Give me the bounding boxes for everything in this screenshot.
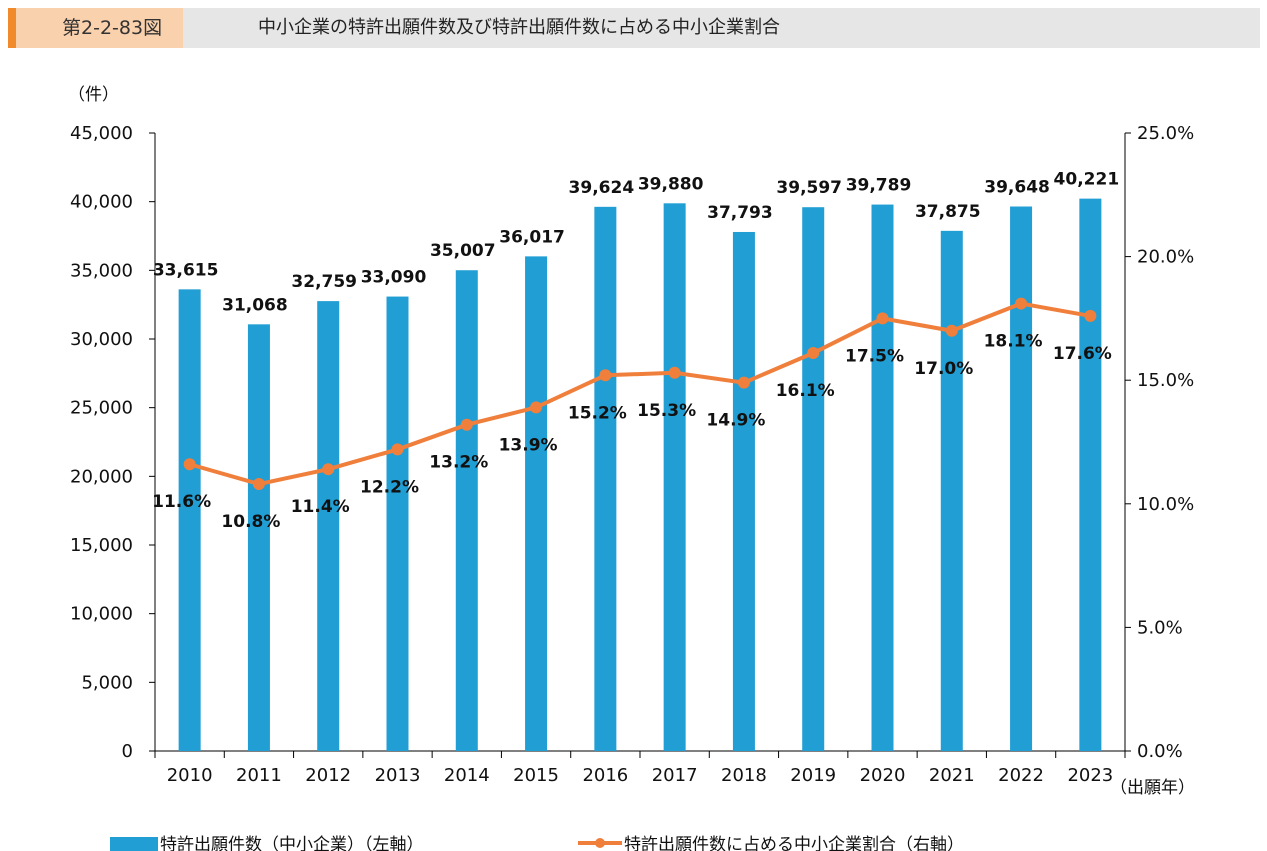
header-accent [8,8,16,48]
line-point [1084,309,1097,322]
figure-number: 第2-2-83図 [16,8,183,48]
left-axis-tick-label: 5,000 [81,672,133,693]
bar-data-label: 37,875 [915,202,981,222]
line-point [183,458,196,471]
x-axis-label: （出願年） [1110,778,1195,798]
line-data-label: 18.1% [984,332,1043,352]
right-axis-tick-label: 10.0% [1137,494,1194,515]
bar-data-label: 31,068 [222,295,288,315]
line-data-label: 17.0% [914,359,973,379]
line-point [391,443,404,456]
left-axis-tick-label: 25,000 [70,398,133,419]
line-data-label: 15.2% [568,403,627,423]
x-axis-tick-label: 2016 [582,765,628,786]
bar-data-label: 39,648 [984,178,1050,198]
left-axis-tick-label: 30,000 [70,329,133,350]
line-point [460,418,473,431]
x-axis-tick-label: 2017 [652,765,698,786]
line-data-label: 17.5% [845,346,904,366]
left-axis-tick-label: 10,000 [70,604,133,625]
bar [940,230,963,752]
right-axis-tick-label: 20.0% [1137,247,1194,268]
bar-data-label: 35,007 [430,241,496,261]
line-point [1015,297,1028,310]
x-axis-tick-label: 2014 [444,765,490,786]
left-axis-tick-label: 45,000 [70,123,133,144]
line-data-label: 13.2% [429,453,488,473]
line-point [530,401,543,414]
x-axis-tick-label: 2019 [790,765,836,786]
right-axis-tick-label: 25.0% [1137,123,1194,144]
line-data-label: 11.4% [291,497,350,517]
line-data-label: 14.9% [706,411,765,431]
bar [871,204,894,752]
bar [178,289,201,751]
x-axis-tick-label: 2012 [305,765,351,786]
left-axis-tick-label: 20,000 [70,466,133,487]
bar [802,207,825,752]
line-point [737,376,750,389]
bar [663,203,686,751]
line-point [322,463,335,476]
bar-data-label: 39,789 [846,176,912,196]
line-data-label: 15.3% [637,401,696,421]
x-axis-tick-label: 2022 [998,765,1044,786]
line-point [807,347,820,360]
bar-data-label: 32,759 [291,272,357,292]
line-point [945,324,958,337]
bar [1079,198,1102,752]
legend-line-label: 特許出願件数に占める中小企業割合（右軸） [624,835,964,851]
bar [525,256,548,751]
line-point [599,369,612,382]
line-data-label: 16.1% [776,381,835,401]
bar-data-label: 39,597 [776,178,842,198]
line-point [668,366,681,379]
x-axis-tick-label: 2023 [1067,765,1113,786]
x-axis-tick-label: 2015 [513,765,559,786]
bar-data-label: 37,793 [707,203,773,223]
left-axis-unit: （件） [68,85,119,105]
bar [317,301,340,751]
line-data-label: 12.2% [360,477,419,497]
left-axis-tick-label: 35,000 [70,260,133,281]
x-axis-tick-label: 2020 [860,765,906,786]
figure-title: 中小企業の特許出願件数及び特許出願件数に占める中小企業割合 [258,17,780,38]
legend-bar-swatch [110,837,158,851]
bar [1010,206,1033,751]
bar [247,324,270,751]
left-axis-tick-label: 15,000 [70,535,133,556]
legend: 特許出願件数（中小企業）（左軸） 特許出願件数に占める中小企業割合（右軸） [110,835,964,851]
x-axis-tick-label: 2013 [375,765,421,786]
line-point [876,312,889,325]
left-axis-tick-label: 40,000 [70,192,133,213]
left-axis-tick-label: 0 [122,741,133,762]
line-data-label: 11.6% [152,492,211,512]
right-axis-tick-label: 5.0% [1137,617,1183,638]
x-axis-tick-label: 2021 [929,765,975,786]
right-axis-tick-label: 0.0% [1137,741,1183,762]
x-axis-tick-label: 2010 [167,765,213,786]
x-axis-tick-label: 2011 [236,765,282,786]
bar-data-label: 39,880 [638,174,704,194]
bar-data-label: 40,221 [1054,170,1120,190]
right-axis-tick-label: 15.0% [1137,370,1194,391]
bar [386,296,409,751]
figure-header: 第2-2-83図 中小企業の特許出願件数及び特許出願件数に占める中小企業割合 [8,8,1260,48]
line-series [189,301,1091,487]
bar [455,270,478,751]
bar [732,231,755,751]
line-data-label: 17.6% [1053,344,1112,364]
bar-data-label: 36,017 [499,227,565,247]
bar-data-label: 33,615 [153,260,219,280]
legend-line-marker [595,838,605,848]
line-point [252,478,265,491]
bar-data-label: 33,090 [361,268,427,288]
line-data-label: 13.9% [499,435,558,455]
line-data-label: 10.8% [221,512,280,532]
x-axis-tick-label: 2018 [721,765,767,786]
bar-data-label: 39,624 [569,178,635,198]
legend-bar-label: 特許出願件数（中小企業）（左軸） [160,835,424,851]
bar [594,206,617,752]
